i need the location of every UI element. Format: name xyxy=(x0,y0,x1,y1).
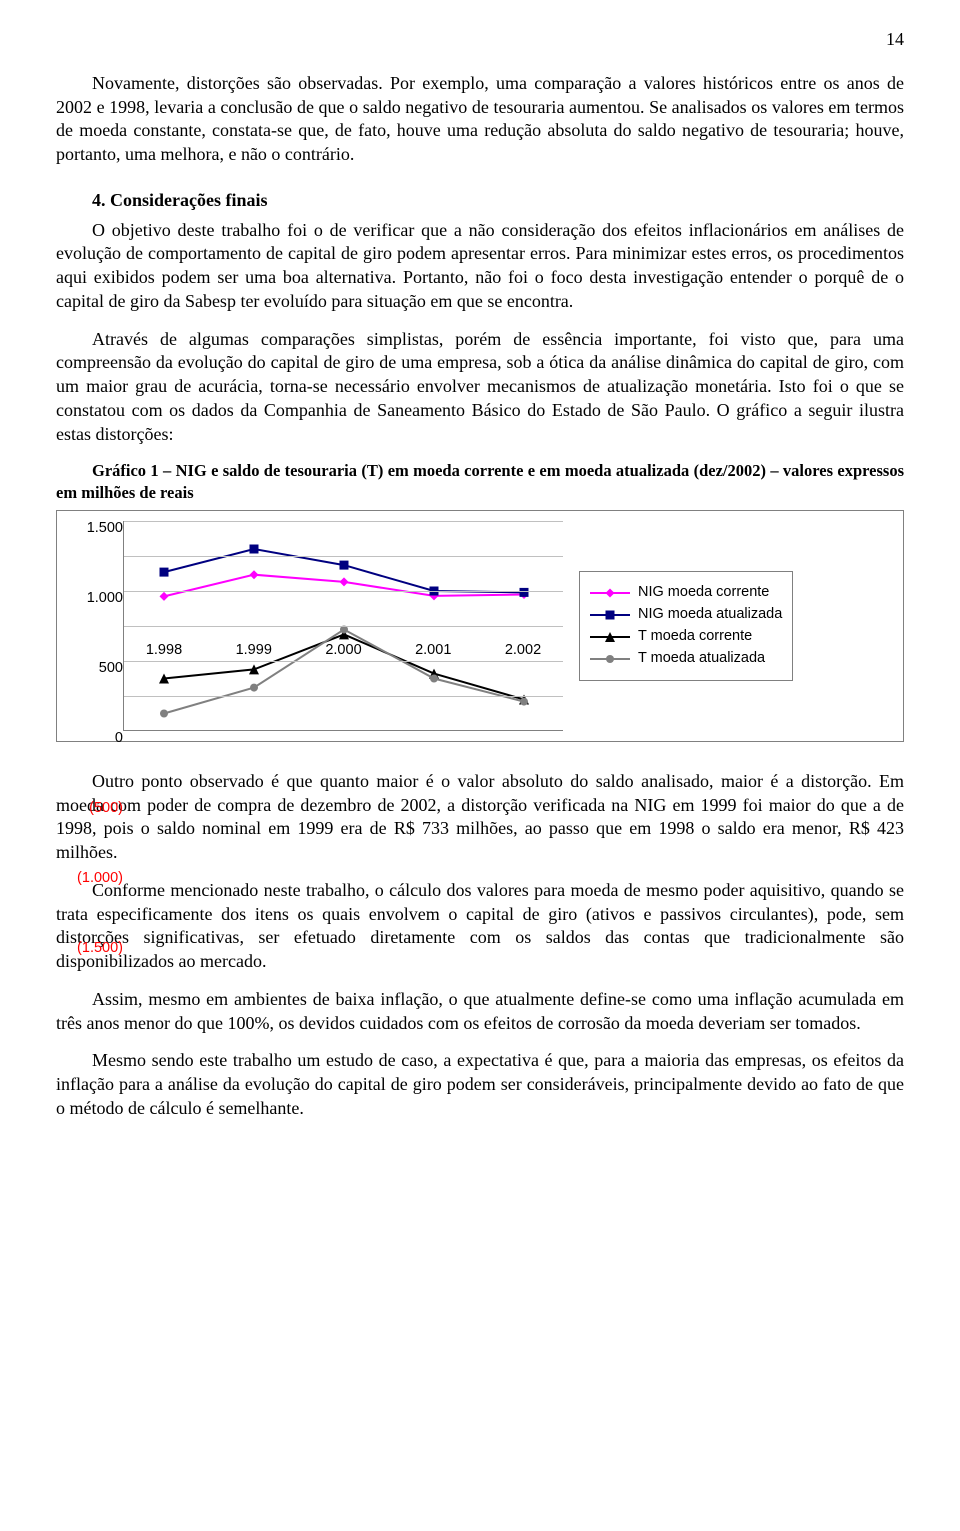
document-page: 14 Novamente, distorções são observadas.… xyxy=(0,0,960,1175)
chart-gridline xyxy=(124,696,563,697)
legend-item: T moeda atualizada xyxy=(590,649,782,668)
legend-item: NIG moeda corrente xyxy=(590,583,782,602)
page-number: 14 xyxy=(56,0,904,72)
legend-swatch xyxy=(590,630,630,644)
legend-swatch xyxy=(590,652,630,666)
series-marker xyxy=(160,592,169,601)
chart-plot-area: 1.5001.0005000(500)(1.000)(1.500) 1.9981… xyxy=(67,521,563,731)
section-heading: 4. Considerações finais xyxy=(56,189,904,213)
series-marker xyxy=(340,577,349,586)
paragraph: Novamente, distorções são observadas. Po… xyxy=(56,72,904,167)
series-marker xyxy=(250,544,259,553)
chart-container: 1.5001.0005000(500)(1.000)(1.500) 1.9981… xyxy=(56,510,904,742)
paragraph: Mesmo sendo este trabalho um estudo de c… xyxy=(56,1049,904,1120)
x-tick-label: 2.001 xyxy=(403,641,463,660)
chart-legend: NIG moeda corrente NIG moeda atualizada T … xyxy=(579,571,793,681)
paragraph: Assim, mesmo em ambientes de baixa infla… xyxy=(56,988,904,1036)
legend-label: NIG moeda atualizada xyxy=(638,605,782,624)
legend-label: T moeda atualizada xyxy=(638,649,765,668)
chart-gridline xyxy=(124,591,563,592)
paragraph: Através de algumas comparações simplista… xyxy=(56,328,904,447)
series-marker xyxy=(250,683,258,691)
chart-gridline xyxy=(124,626,563,627)
x-tick-label: 2.000 xyxy=(314,641,374,660)
chart-gridline xyxy=(124,556,563,557)
legend-label: NIG moeda corrente xyxy=(638,583,769,602)
legend-item: NIG moeda atualizada xyxy=(590,605,782,624)
chart-plot: 1.998 1.999 2.000 2.001 2.002 xyxy=(123,521,563,731)
series-marker xyxy=(520,697,528,705)
x-tick-label: 1.999 xyxy=(224,641,284,660)
legend-swatch xyxy=(590,608,630,622)
chart-y-axis: 1.5001.0005000(500)(1.000)(1.500) xyxy=(67,521,123,731)
paragraph: O objetivo deste trabalho foi o de verif… xyxy=(56,219,904,314)
series-marker xyxy=(160,709,168,717)
series-marker xyxy=(520,588,529,597)
x-tick-label: 2.002 xyxy=(493,641,553,660)
legend-item: T moeda corrente xyxy=(590,627,782,646)
series-marker xyxy=(340,560,349,569)
paragraph: Outro ponto observado é que quanto maior… xyxy=(56,770,904,865)
series-marker xyxy=(430,674,438,682)
paragraph: Conforme mencionado neste trabalho, o cá… xyxy=(56,879,904,974)
chart-gridline xyxy=(124,521,563,522)
legend-label: T moeda corrente xyxy=(638,627,752,646)
x-tick-label: 1.998 xyxy=(134,641,194,660)
series-marker xyxy=(250,570,259,579)
series-marker xyxy=(160,567,169,576)
chart-caption: Gráfico 1 – NIG e saldo de tesouraria (T… xyxy=(56,460,904,504)
chart-gridline xyxy=(124,661,563,662)
chart-x-axis: 1.998 1.999 2.000 2.001 2.002 xyxy=(124,641,563,660)
legend-swatch xyxy=(590,586,630,600)
